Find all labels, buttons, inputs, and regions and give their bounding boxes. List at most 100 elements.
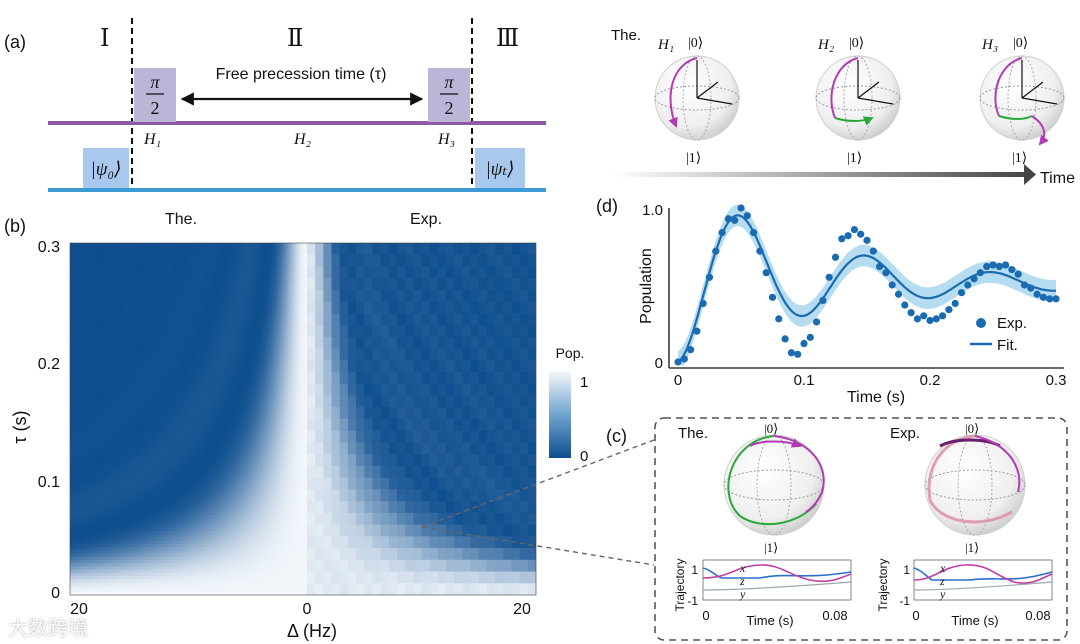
heatmap-cell	[87, 483, 90, 487]
heatmap-cell	[85, 495, 88, 500]
heatmap-cell	[111, 268, 114, 273]
heatmap-cell	[126, 492, 130, 497]
heatmap-cell	[122, 303, 125, 308]
heatmap-cell	[107, 275, 111, 279]
heatmap-cell	[84, 531, 87, 535]
heatmap-cell	[137, 451, 141, 455]
heatmap-cell	[84, 307, 87, 311]
heatmap-cell	[126, 454, 130, 458]
heatmap-cell	[111, 438, 114, 442]
heatmap-cell	[117, 444, 120, 449]
heatmap-cell	[79, 467, 82, 471]
heatmap-cell	[111, 348, 114, 353]
heatmap-cell	[95, 569, 98, 574]
heatmap-cell	[74, 435, 77, 439]
heatmap-cell	[109, 259, 112, 263]
heatmap-cell	[70, 431, 73, 436]
heatmap-cell	[77, 406, 81, 410]
heatmap-cell	[73, 243, 76, 247]
heatmap-cell	[125, 441, 128, 446]
heatmap-cell	[85, 556, 88, 561]
heatmap-cell	[74, 339, 77, 343]
heatmap-cell	[95, 534, 98, 538]
heatmap-cell	[77, 316, 81, 321]
heatmap-cell	[111, 351, 114, 356]
heatmap-cell	[74, 431, 77, 436]
heatmap-cell	[123, 470, 126, 474]
heatmap-cell	[109, 447, 112, 452]
heatmap-cell	[134, 281, 137, 286]
heatmap-cell	[71, 569, 74, 574]
heatmap-cell	[137, 425, 141, 430]
heatmap-cell	[76, 473, 79, 478]
heatmap-cell	[131, 249, 134, 254]
heatmap-cell	[96, 518, 100, 522]
heatmap-cell	[131, 511, 134, 516]
heatmap-cell	[118, 553, 122, 558]
heatmap-cell	[101, 579, 104, 583]
heatmap-cell	[139, 380, 142, 385]
heatmap-cell	[107, 566, 111, 570]
heatmap-cell	[96, 579, 100, 583]
heatmap-cell	[74, 537, 77, 542]
heatmap-cell	[139, 313, 142, 318]
heatmap-cell	[96, 515, 100, 519]
heatmap-cell	[87, 473, 90, 478]
heatmap-cell	[98, 431, 101, 436]
heatmap-cell	[118, 332, 122, 337]
heatmap-cell	[122, 543, 125, 548]
heatmap-cell	[74, 409, 77, 414]
heatmap-cell	[87, 559, 90, 564]
heatmap-cell	[73, 438, 76, 442]
heatmap-cell	[82, 431, 85, 436]
heatmap-cell	[96, 284, 100, 289]
heatmap-cell	[122, 579, 125, 583]
heatmap-cell	[115, 454, 118, 458]
heatmap-cell	[81, 249, 84, 254]
heatmap-cell	[93, 335, 96, 340]
heatmap-cell	[123, 380, 126, 385]
heatmap-cell	[133, 489, 136, 494]
heatmap-cell	[81, 476, 84, 481]
heatmap-cell	[131, 329, 134, 334]
heatmap-cell	[76, 543, 79, 548]
heatmap-cell	[100, 495, 103, 500]
heatmap-cell	[88, 582, 92, 586]
heatmap-cell	[134, 252, 137, 257]
heatmap-cell	[103, 531, 106, 535]
heatmap-cell	[133, 249, 136, 254]
heatmap-cell	[71, 428, 74, 433]
heatmap-cell	[73, 451, 76, 455]
heatmap-cell	[82, 511, 85, 516]
heatmap-cell	[104, 537, 107, 542]
heatmap-cell	[136, 348, 139, 353]
sphere1-ket0: |0⟩	[688, 36, 703, 51]
heatmap-cell	[98, 559, 101, 564]
heatmap-cell	[130, 406, 133, 410]
heatmap-cell	[134, 367, 137, 372]
heatmap-cell	[109, 508, 112, 513]
heatmap-cell	[81, 297, 84, 302]
heatmap-cell	[128, 547, 131, 551]
heatmap-cell	[130, 588, 133, 593]
heatmap-cell	[79, 563, 82, 567]
heatmap-cell	[79, 556, 82, 561]
heatmap-cell	[85, 447, 88, 452]
heatmap-cell	[130, 556, 133, 561]
heatmap-cell	[106, 438, 109, 442]
heatmap-cell	[84, 470, 87, 474]
heatmap-cell	[70, 262, 73, 266]
heatmap-cell	[123, 412, 126, 417]
heatmap-cell	[125, 479, 128, 484]
heatmap-cell	[128, 550, 131, 554]
heatmap-cell	[123, 531, 126, 535]
heatmap-cell	[101, 358, 104, 362]
heatmap-cell	[137, 326, 141, 330]
heatmap-cell	[139, 505, 142, 510]
heatmap-cell	[139, 399, 142, 404]
heatmap-cell	[71, 505, 74, 510]
heatmap-cell	[93, 374, 96, 378]
heatmap-cell	[79, 444, 82, 449]
heatmap-cell	[74, 361, 77, 366]
heatmap-cell	[92, 294, 95, 298]
